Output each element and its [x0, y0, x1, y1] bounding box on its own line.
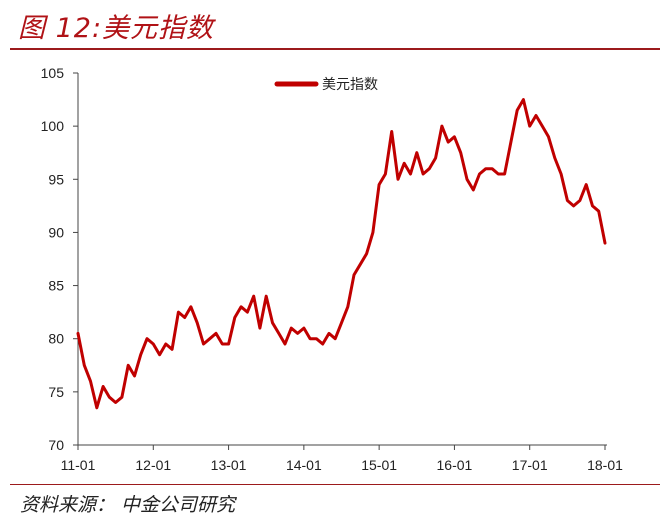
y-tick-label: 70 — [48, 437, 64, 453]
x-tick-label: 15-01 — [361, 457, 397, 473]
y-tick-label: 85 — [48, 278, 64, 294]
bottom-divider — [10, 484, 660, 485]
source-note: 资料来源： 中金公司研究 — [20, 494, 236, 516]
y-tick-label: 80 — [48, 331, 64, 347]
x-tick-label: 14-01 — [286, 457, 322, 473]
legend-label: 美元指数 — [322, 77, 378, 93]
y-tick-label: 90 — [48, 224, 64, 240]
y-tick-label: 95 — [48, 171, 64, 187]
x-tick-label: 17-01 — [512, 457, 548, 473]
x-tick-label: 13-01 — [211, 457, 247, 473]
top-divider — [10, 48, 660, 50]
figure-title: 图 12:美元指数 — [18, 13, 215, 44]
series-line-0 — [76, 98, 607, 410]
chart-plot-area — [76, 98, 607, 410]
y-tick-label: 75 — [48, 384, 64, 400]
x-tick-label: 16-01 — [437, 457, 473, 473]
y-tick-label: 100 — [41, 118, 65, 134]
chart-axes: 70 75 80 85 90 95 100 105 11-01 12-01 13-01 14-01 15… — [41, 65, 623, 473]
chart-legend: 美元指数 — [274, 77, 378, 93]
y-tick-label: 105 — [41, 65, 65, 81]
x-tick-label: 18-01 — [587, 457, 623, 473]
x-tick-label: 12-01 — [135, 457, 171, 473]
x-tick-label: 11-01 — [61, 457, 96, 473]
